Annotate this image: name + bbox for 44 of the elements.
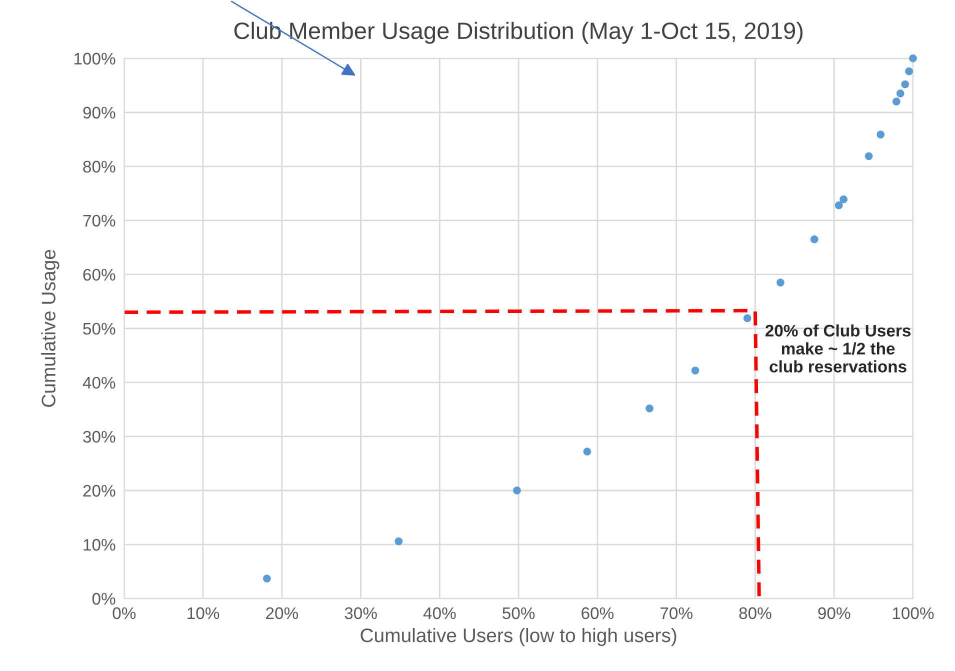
x-tick-label: 100%	[892, 607, 934, 620]
point	[646, 404, 654, 412]
y-tick-label: 100%	[74, 52, 116, 65]
y-axis-title: Cumulative Usage	[41, 250, 60, 407]
x-tick-label: 0%	[112, 607, 136, 620]
y-tick-label: 70%	[83, 214, 116, 227]
point	[583, 448, 592, 456]
point	[691, 366, 700, 375]
point	[513, 486, 521, 494]
point	[892, 98, 900, 106]
point	[901, 80, 910, 88]
chart-title: Club Member Usage Distribution (May 1-Oct 15, 2019)	[234, 22, 803, 44]
point	[776, 278, 784, 286]
point	[834, 201, 843, 210]
point	[876, 130, 885, 138]
y-tick-label: 20%	[83, 484, 116, 497]
point	[905, 67, 913, 76]
y-tick-label: 80%	[83, 160, 116, 173]
x-tick-label: 20%	[266, 607, 298, 620]
x-tick-label: 90%	[818, 607, 850, 620]
point	[896, 90, 904, 98]
y-tick-label: 50%	[83, 322, 116, 335]
point	[262, 574, 271, 582]
x-tick-label: 30%	[344, 607, 377, 620]
point	[909, 54, 917, 62]
x-axis-title: Cumulative Users (low to high users)	[360, 628, 676, 646]
annotation: 20% of Club Users make ~ 1/2 the club reservations	[765, 324, 911, 372]
y-tick-label: 30%	[83, 430, 116, 443]
x-tick-label: 70%	[660, 607, 692, 620]
point	[864, 152, 873, 160]
y-tick-label: 90%	[83, 106, 116, 119]
x-tick-label: 80%	[739, 607, 772, 620]
x-tick-label: 10%	[188, 607, 220, 620]
y-tick-label: 0%	[92, 592, 116, 605]
y-tick-label: 40%	[82, 376, 116, 389]
x-tick-label: 40%	[423, 607, 456, 620]
x-tick-label: 60%	[582, 607, 614, 620]
point	[840, 195, 848, 204]
y-tick-label: 10%	[84, 538, 116, 551]
point	[394, 537, 403, 546]
y-tick-label: 60%	[83, 268, 116, 281]
point	[810, 235, 818, 244]
point	[743, 314, 752, 322]
x-tick-label: 50%	[502, 607, 535, 620]
